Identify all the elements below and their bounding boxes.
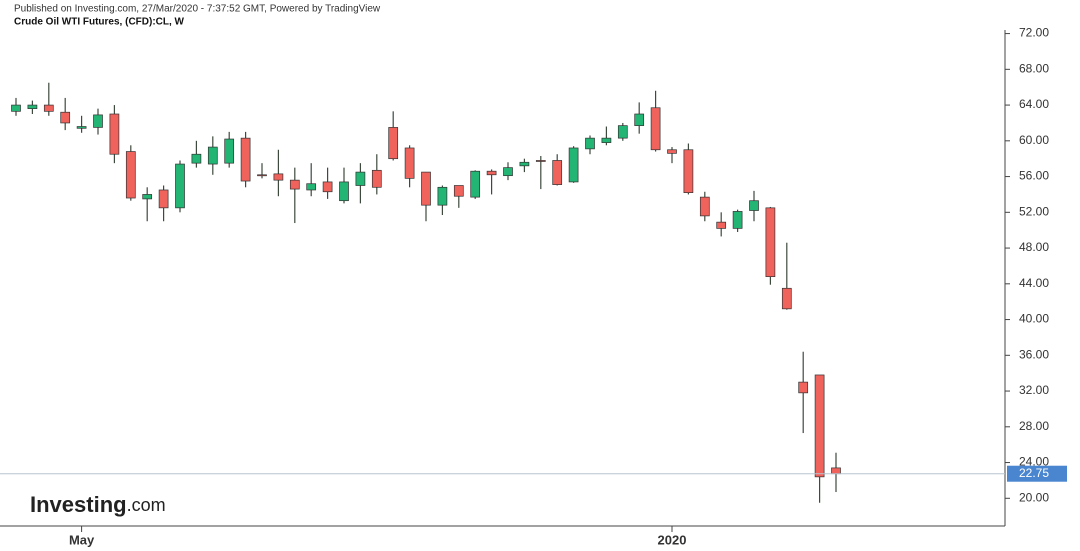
x-tick-label: May xyxy=(69,532,95,547)
y-tick-label: 48.00 xyxy=(1019,240,1049,254)
candle-body xyxy=(453,185,464,197)
y-tick-label: 36.00 xyxy=(1019,347,1049,361)
candle-body xyxy=(76,126,87,129)
candle-body xyxy=(142,194,153,200)
candle-body xyxy=(240,137,251,182)
candle-body xyxy=(617,125,628,139)
candle-body xyxy=(749,200,759,211)
candle-body xyxy=(207,146,218,165)
candle-body xyxy=(814,374,825,478)
x-tick-label: 2020 xyxy=(658,532,687,547)
candle-body xyxy=(93,114,103,128)
brand-name: Investing xyxy=(30,492,127,517)
y-tick-label: 72.00 xyxy=(1019,26,1049,40)
candle-body xyxy=(60,111,71,124)
candle-body xyxy=(421,171,431,206)
candle-body xyxy=(535,160,546,162)
candle-body xyxy=(568,147,579,183)
candle-body xyxy=(27,104,38,109)
candle-body xyxy=(601,137,612,143)
candle-body xyxy=(667,149,677,154)
candle-body xyxy=(191,153,202,164)
published-note: Published on Investing.com, 27/Mar/2020 … xyxy=(14,4,381,15)
candle-body xyxy=(224,138,235,164)
y-tick-label: 28.00 xyxy=(1019,419,1049,433)
candle-body xyxy=(109,113,120,155)
candle-body xyxy=(339,181,349,202)
y-tick-label: 24.00 xyxy=(1019,455,1049,469)
candle-body xyxy=(306,183,317,191)
candle-body xyxy=(470,170,481,198)
candle-body xyxy=(355,171,366,186)
last-price-box xyxy=(1007,465,1067,482)
y-tick-label: 20.00 xyxy=(1019,490,1049,504)
candle-body xyxy=(43,104,54,112)
candle-body xyxy=(125,151,136,199)
y-tick-label: 44.00 xyxy=(1019,276,1049,290)
candle-body xyxy=(765,207,776,278)
chart-title: Crude Oil WTI Futures, (CFD):CL, W xyxy=(14,17,185,28)
brand-logo: Investing.com xyxy=(30,492,166,517)
candle-body xyxy=(11,104,21,112)
y-tick-label: 40.00 xyxy=(1019,312,1049,326)
candle-body xyxy=(257,174,267,177)
candle-body xyxy=(634,113,645,126)
candle-body xyxy=(683,149,694,194)
candle-body xyxy=(798,381,809,394)
candle-body xyxy=(699,196,710,217)
y-tick-label: 60.00 xyxy=(1019,133,1049,147)
brand-suffix: .com xyxy=(127,495,166,515)
candle-body xyxy=(831,467,841,475)
candle-body xyxy=(158,189,169,209)
candle-body xyxy=(519,161,530,167)
candle-body xyxy=(486,170,497,176)
candle-body xyxy=(552,160,563,185)
candle-body xyxy=(404,147,415,179)
candle-body xyxy=(273,173,284,181)
candle-body xyxy=(437,186,448,206)
candle-body xyxy=(388,127,399,160)
y-tick-label: 56.00 xyxy=(1019,169,1049,183)
candle-body xyxy=(322,181,333,193)
candle-body xyxy=(781,287,792,310)
last-price-label: 22.75 xyxy=(1019,466,1049,480)
candle-body xyxy=(585,137,595,150)
y-tick-label: 52.00 xyxy=(1019,204,1049,218)
candle-body xyxy=(371,169,382,188)
candle-body xyxy=(289,179,300,190)
candle-body xyxy=(503,167,513,177)
candle-body xyxy=(716,221,727,229)
candle-body xyxy=(175,163,185,209)
y-tick-label: 68.00 xyxy=(1019,61,1049,75)
y-tick-label: 32.00 xyxy=(1019,383,1049,397)
candle-body xyxy=(650,107,661,151)
y-tick-label: 64.00 xyxy=(1019,97,1049,111)
candle-body xyxy=(732,211,743,229)
